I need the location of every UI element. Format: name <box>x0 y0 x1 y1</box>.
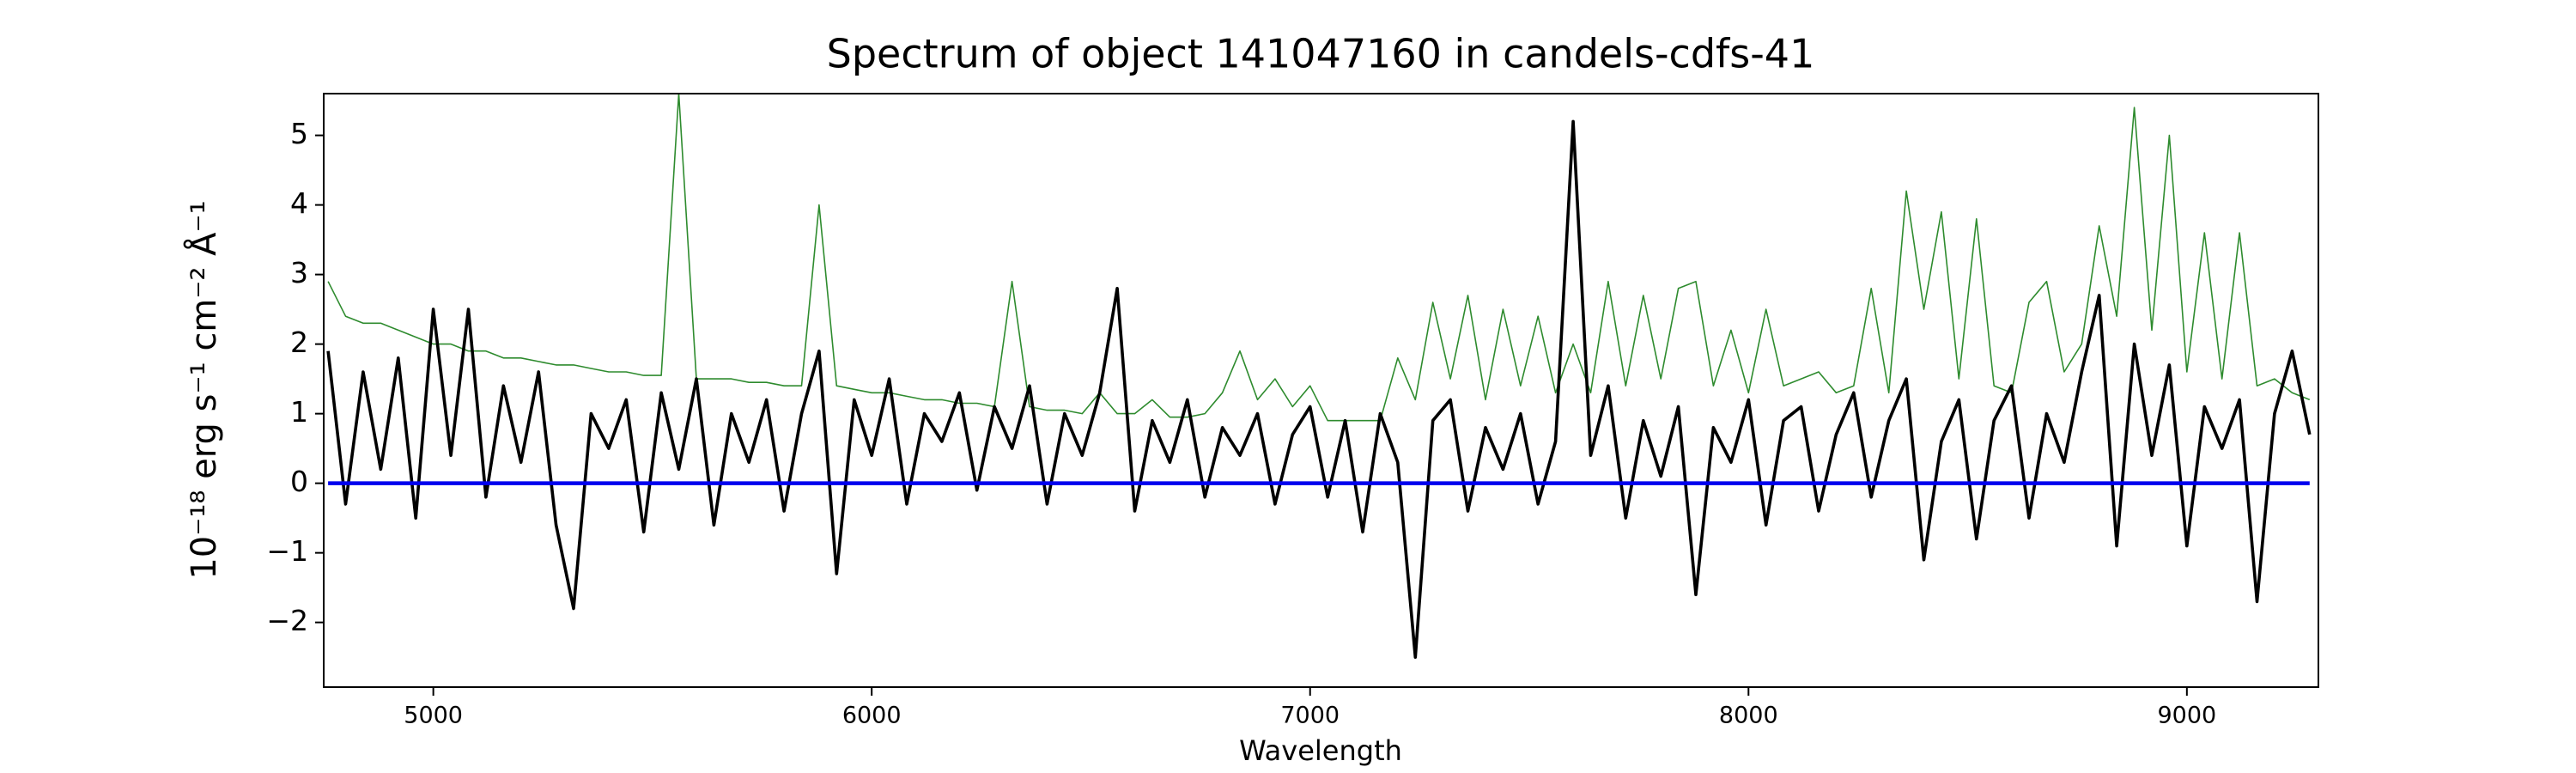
y-tick-label: −1 <box>266 534 308 568</box>
y-tick-label: 2 <box>290 326 308 359</box>
y-tick-label: −2 <box>266 604 308 637</box>
series-line <box>326 119 2312 659</box>
y-axis-label: 10⁻¹⁸ erg s⁻¹ cm⁻² Å⁻¹ <box>183 200 224 579</box>
y-tick-label: 3 <box>290 256 308 289</box>
x-tick-label: 7000 <box>1280 703 1340 729</box>
x-tick-label: 9000 <box>2157 703 2216 729</box>
x-tick-label: 6000 <box>842 703 902 729</box>
x-tick-label: 8000 <box>1719 703 1778 729</box>
chart-title: Spectrum of object 141047160 in candels-… <box>827 31 1815 77</box>
y-tick-label: 5 <box>290 117 308 150</box>
y-tick-label: 0 <box>290 465 308 498</box>
plot-frame <box>323 93 2319 688</box>
x-tick-label: 5000 <box>404 703 463 729</box>
series-line <box>327 94 2311 422</box>
x-axis-label: Wavelength <box>1239 734 1402 767</box>
y-tick-label: 1 <box>290 395 308 429</box>
y-tick-label: 4 <box>290 186 308 220</box>
